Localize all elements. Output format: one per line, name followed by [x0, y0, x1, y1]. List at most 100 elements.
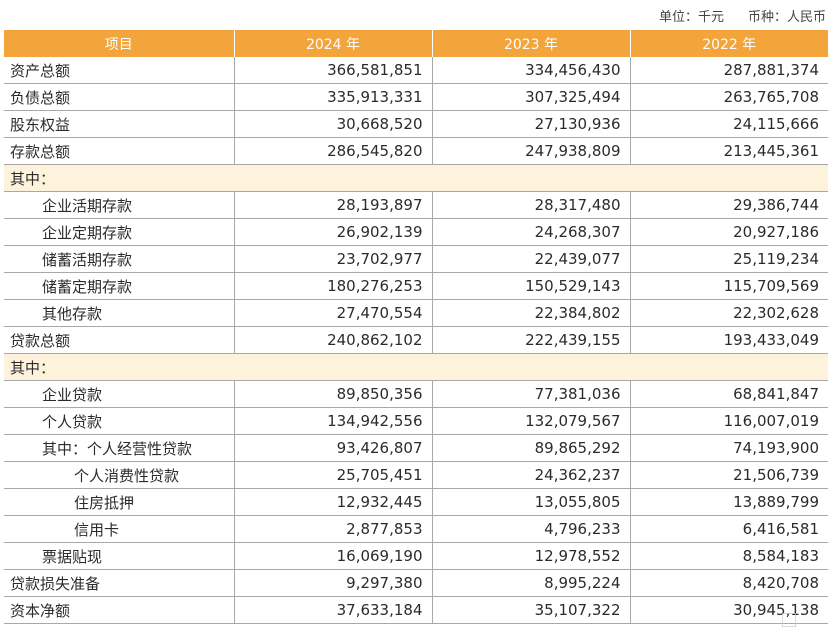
value-2023: 89,865,292: [431, 434, 630, 462]
value-2024: 30,668,520: [233, 110, 432, 138]
value-2023: 22,439,077: [431, 245, 630, 273]
value-2022: 29,386,744: [629, 191, 828, 219]
table-row: 企业定期存款 26,902,139 24,268,307 20,927,186: [4, 218, 828, 246]
value-2024: 9,297,380: [233, 569, 432, 597]
value-2024: 335,913,331: [233, 83, 432, 111]
row-label: 负债总额: [4, 83, 234, 111]
value-2023: 4,796,233: [431, 515, 630, 543]
value-2023: 334,456,430: [431, 57, 630, 84]
section-subheader-row: 其中：: [4, 164, 828, 192]
watermark-logo: [782, 613, 822, 631]
row-label: 其中：个人经营性贷款: [4, 434, 234, 462]
table-row: 储蓄活期存款 23,702,977 22,439,077 25,119,234: [4, 245, 828, 273]
value-2022: 115,709,569: [629, 272, 828, 300]
value-2023: 24,268,307: [431, 218, 630, 246]
table-row: 储蓄定期存款 180,276,253 150,529,143 115,709,569: [4, 272, 828, 300]
table-row: 个人贷款 134,942,556 132,079,567 116,007,019: [4, 407, 828, 435]
value-2023: 8,995,224: [431, 569, 630, 597]
row-label: 其他存款: [4, 299, 234, 327]
value-2023: 27,130,936: [431, 110, 630, 138]
header-item: 项目: [4, 30, 234, 57]
value-2022: 24,115,666: [629, 110, 828, 138]
value-2023: 13,055,805: [431, 488, 630, 516]
row-label: 票据贴现: [4, 542, 234, 570]
table-row: 企业贷款 89,850,356 77,381,036 68,841,847: [4, 380, 828, 408]
subheader-label: 其中：: [4, 353, 828, 381]
value-2024: 25,705,451: [233, 461, 432, 489]
table-row: 个人消费性贷款 25,705,451 24,362,237 21,506,739: [4, 461, 828, 489]
value-2022: 21,506,739: [629, 461, 828, 489]
value-2022: 213,445,361: [629, 137, 828, 165]
value-2023: 24,362,237: [431, 461, 630, 489]
table-row: 资本净额 37,633,184 35,107,322 30,945,138: [4, 596, 828, 624]
value-2023: 222,439,155: [431, 326, 630, 354]
table-row: 其中：个人经营性贷款 93,426,807 89,865,292 74,193,900: [4, 434, 828, 462]
value-2023: 35,107,322: [431, 596, 630, 624]
value-2024: 134,942,556: [233, 407, 432, 435]
currency-label: 币种：人民币: [747, 10, 826, 25]
value-2023: 307,325,494: [431, 83, 630, 111]
value-2023: 150,529,143: [431, 272, 630, 300]
table-row: 股东权益 30,668,520 27,130,936 24,115,666: [4, 110, 828, 138]
value-2023: 22,384,802: [431, 299, 630, 327]
value-2024: 12,932,445: [233, 488, 432, 516]
value-2024: 89,850,356: [233, 380, 432, 408]
value-2024: 26,902,139: [233, 218, 432, 246]
table-row: 贷款损失准备 9,297,380 8,995,224 8,420,708: [4, 569, 828, 597]
financial-summary-table: 项目 2024 年 2023 年 2022 年 资产总额 366,581,851 3…: [4, 30, 828, 624]
table-row: 信用卡 2,877,853 4,796,233 6,416,581: [4, 515, 828, 543]
value-2022: 68,841,847: [629, 380, 828, 408]
value-2024: 93,426,807: [233, 434, 432, 462]
subheader-label: 其中：: [4, 164, 828, 192]
header-year-2023: 2023 年: [431, 30, 630, 57]
value-2022: 8,420,708: [629, 569, 828, 597]
header-year-2022: 2022 年: [629, 30, 828, 57]
table-row: 其他存款 27,470,554 22,384,802 22,302,628: [4, 299, 828, 327]
value-2022: 20,927,186: [629, 218, 828, 246]
unit-caption: 单位：千元 币种：人民币: [659, 6, 826, 25]
value-2024: 28,193,897: [233, 191, 432, 219]
table-row: 资产总额 366,581,851 334,456,430 287,881,374: [4, 57, 828, 84]
row-label: 资本净额: [4, 596, 234, 624]
row-label: 贷款总额: [4, 326, 234, 354]
value-2024: 240,862,102: [233, 326, 432, 354]
row-label: 个人贷款: [4, 407, 234, 435]
row-label: 住房抵押: [4, 488, 234, 516]
table-row: 存款总额 286,545,820 247,938,809 213,445,361: [4, 137, 828, 165]
header-row: 项目 2024 年 2023 年 2022 年: [4, 30, 828, 57]
table-row: 票据贴现 16,069,190 12,978,552 8,584,183: [4, 542, 828, 570]
row-label: 企业贷款: [4, 380, 234, 408]
value-2024: 37,633,184: [233, 596, 432, 624]
row-label: 个人消费性贷款: [4, 461, 234, 489]
value-2023: 77,381,036: [431, 380, 630, 408]
value-2022: 13,889,799: [629, 488, 828, 516]
value-2022: 74,193,900: [629, 434, 828, 462]
value-2024: 23,702,977: [233, 245, 432, 273]
row-label: 信用卡: [4, 515, 234, 543]
value-2024: 180,276,253: [233, 272, 432, 300]
value-2024: 286,545,820: [233, 137, 432, 165]
row-label: 储蓄定期存款: [4, 272, 234, 300]
value-2022: 193,433,049: [629, 326, 828, 354]
row-label: 贷款损失准备: [4, 569, 234, 597]
table-row: 住房抵押 12,932,445 13,055,805 13,889,799: [4, 488, 828, 516]
value-2024: 16,069,190: [233, 542, 432, 570]
watermark-icon: [782, 613, 796, 627]
value-2023: 247,938,809: [431, 137, 630, 165]
table-row: 贷款总额 240,862,102 222,439,155 193,433,049: [4, 326, 828, 354]
unit-label: 单位：千元: [658, 10, 724, 25]
row-label: 存款总额: [4, 137, 234, 165]
row-label: 股东权益: [4, 110, 234, 138]
value-2024: 27,470,554: [233, 299, 432, 327]
value-2023: 28,317,480: [431, 191, 630, 219]
value-2024: 2,877,853: [233, 515, 432, 543]
value-2022: 116,007,019: [629, 407, 828, 435]
value-2024: 366,581,851: [233, 57, 432, 84]
value-2022: 30,945,138: [629, 596, 828, 624]
row-label: 资产总额: [4, 57, 234, 84]
row-label: 企业定期存款: [4, 218, 234, 246]
table-row: 企业活期存款 28,193,897 28,317,480 29,386,744: [4, 191, 828, 219]
value-2022: 6,416,581: [629, 515, 828, 543]
section-subheader-row: 其中：: [4, 353, 828, 381]
header-year-2024: 2024 年: [233, 30, 432, 57]
